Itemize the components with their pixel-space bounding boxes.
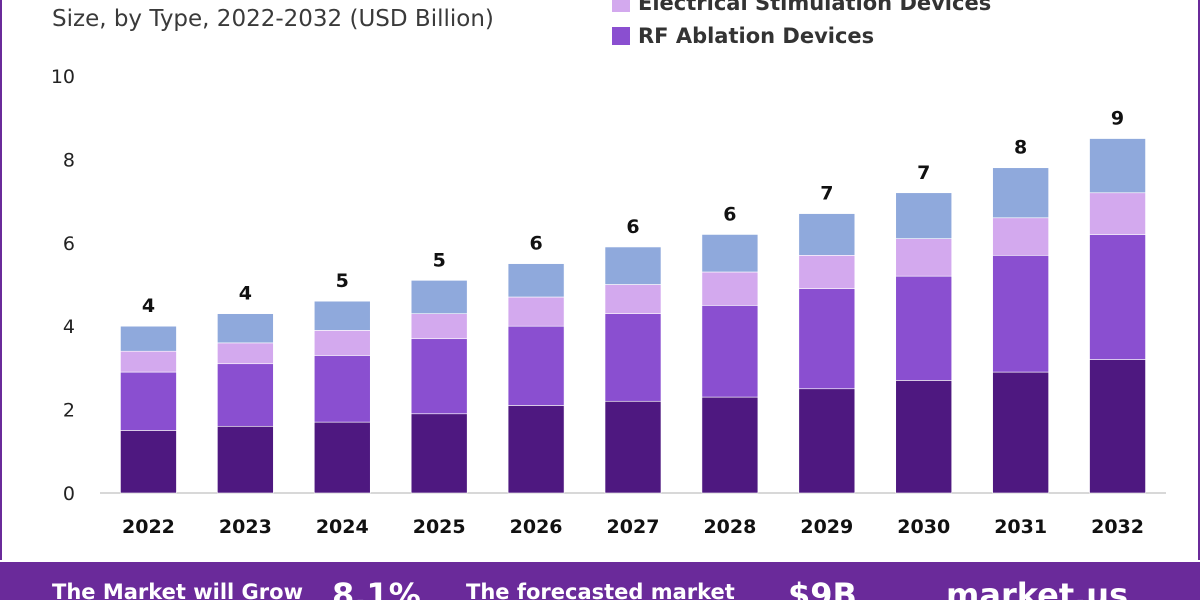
bar-segment [217,363,274,427]
bar-segment [992,371,1049,494]
stacked-bar-chart: 0 2 4 6 8 10 4 2022 4 2023 5 2024 5 2025 6 2026 6 2027 6 20… [51,66,1166,538]
bar-segment [895,380,953,494]
bar-segment [992,217,1049,256]
bar-segment [701,271,759,306]
bar-total-label: 7 [917,162,930,184]
footer-brand-logo: market.us [946,576,1129,600]
legend-swatch-rf-ablation [612,27,630,45]
bar-segment [798,213,856,256]
bar-total-label: 5 [433,249,446,271]
bar-segment [1089,359,1146,494]
bar-segment [313,330,371,356]
x-tick-label: 2030 [897,516,950,538]
bar-segment [895,238,953,277]
bar-segment [895,275,953,381]
bar-segment [701,234,759,273]
bar-total-label: 9 [1111,108,1124,130]
bar-segment [313,421,371,494]
y-tick-label: 2 [63,400,75,422]
bar-segment [410,338,468,415]
bar-segment [120,430,177,494]
bar-segment [1089,138,1146,194]
x-tick-label: 2024 [316,516,369,538]
bar-total-label: 6 [723,203,736,225]
legend-item-electrical-stimulation: Electrical Stimulation Devices [612,0,991,16]
footer-cagr: 8.1% [332,576,421,600]
bar-segment [992,255,1049,373]
bar-segment [992,167,1049,219]
y-tick-label: 0 [63,483,75,505]
footer-forecast-text: The forecasted market [466,580,735,600]
bar-segment [217,313,274,344]
legend-label-rf-ablation: RF Ablation Devices [638,24,875,48]
bar-total-label: 6 [626,216,639,238]
bar-segment [120,325,177,352]
bar-total-label: 6 [529,233,542,255]
chart-subtitle: Size, by Type, 2022-2032 (USD Billion) [52,6,494,32]
footer-grow-text: The Market will Grow [52,580,303,600]
bar-segment [507,405,565,494]
bar-segment [798,255,856,289]
bar-segment [701,305,759,398]
bar-segment [604,246,662,285]
bar-segment [410,280,468,314]
bar-segment [895,192,953,239]
footer-banner: The Market will Grow 8.1% The forecasted… [0,562,1200,600]
y-tick-label: 4 [63,316,75,338]
bar-segment [507,263,565,298]
bar-segment [120,371,177,431]
x-tick-label: 2032 [1091,516,1144,538]
bar-segment [1089,234,1146,360]
bar-segment [313,355,371,423]
bar-segment [217,425,274,494]
bar-segment [410,313,468,340]
chart-frame [0,0,1200,560]
bar-total-label: 4 [142,295,155,317]
bar-segment [507,296,565,327]
footer-value: $9B [788,576,857,600]
legend-label-electrical-stimulation: Electrical Stimulation Devices [638,0,992,15]
x-tick-label: 2022 [122,516,175,538]
bar-segment [217,342,274,365]
bar-segment [701,396,759,494]
bar-total-label: 7 [820,183,833,205]
bar-segment [604,400,662,494]
x-tick-label: 2023 [219,516,272,538]
bar-segment [798,388,856,494]
bar-segment [120,350,177,373]
bar-segment [1089,192,1146,235]
legend-swatch-electrical-stimulation [612,0,630,12]
bar-total-label: 4 [239,283,252,305]
bar-segment [313,300,371,331]
y-tick-label: 10 [51,66,75,88]
bar-total-label: 8 [1014,137,1027,159]
x-tick-label: 2027 [607,516,660,538]
bar-segment [410,413,468,494]
bar-segment [604,284,662,314]
y-tick-label: 6 [63,233,75,255]
y-tick-label: 8 [63,149,75,171]
bar-segment [798,288,856,390]
legend-item-rf-ablation: RF Ablation Devices [612,23,874,49]
bar-segment [507,325,565,406]
x-tick-label: 2025 [413,516,466,538]
x-tick-label: 2026 [510,516,563,538]
x-tick-label: 2029 [800,516,853,538]
x-tick-label: 2031 [994,516,1047,538]
bar-segment [604,313,662,402]
bar-total-label: 5 [336,270,349,292]
x-tick-label: 2028 [703,516,756,538]
